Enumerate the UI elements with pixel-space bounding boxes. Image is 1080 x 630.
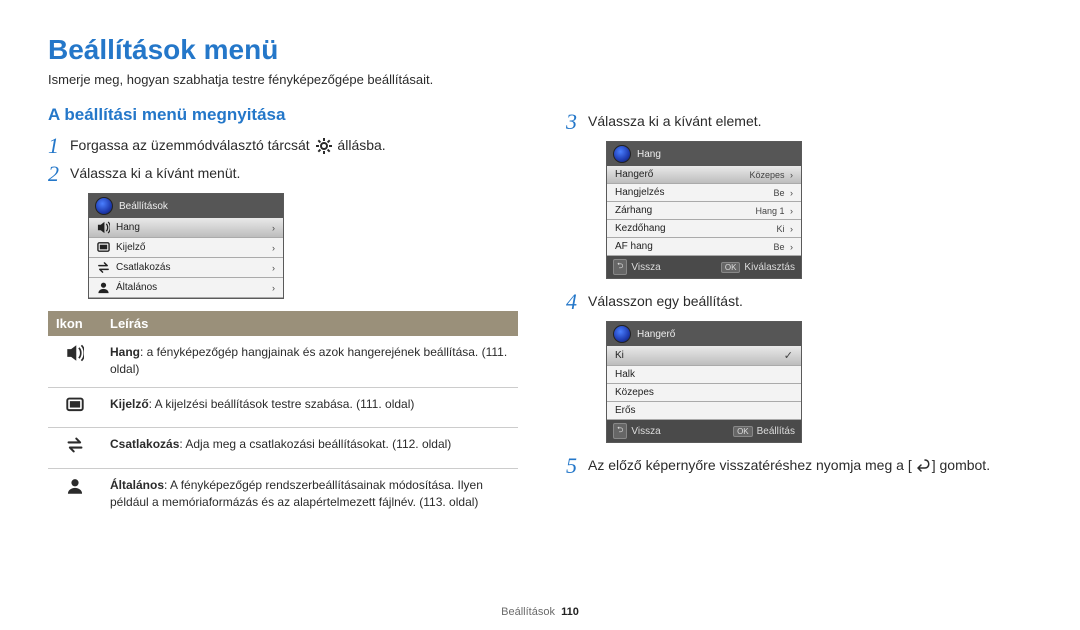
dial-icon <box>95 197 113 215</box>
back-label[interactable]: Vissza <box>631 262 660 273</box>
screen-title: Hang <box>637 149 661 160</box>
display-icon <box>97 241 110 254</box>
back-button-icon: ⮌ <box>613 423 627 439</box>
list-item-label: Általános <box>116 282 157 293</box>
list-item[interactable]: Hangjelzés Be <box>607 184 801 202</box>
list-item[interactable]: AF hang Be <box>607 238 801 256</box>
page-subtitle: Ismerje meg, hogyan szabhatja testre fén… <box>48 72 1032 87</box>
list-item-label: Kezdőhang <box>615 223 666 234</box>
list-item-label: Hangerő <box>615 169 653 180</box>
screen-title: Beállítások <box>119 201 168 212</box>
icon-description-table: Ikon Leírás Hang: a fényképezőgép hangja… <box>48 311 518 519</box>
list-item[interactable]: Zárhang Hang 1 <box>607 202 801 220</box>
list-item[interactable]: Csatlakozás <box>89 258 283 278</box>
chevron-right-icon <box>269 283 275 293</box>
dial-icon <box>613 325 631 343</box>
list-item-label: Hangjelzés <box>615 187 664 198</box>
back-icon <box>914 458 930 475</box>
person-icon <box>97 281 110 294</box>
list-item[interactable]: Hang <box>89 218 283 238</box>
table-cell-desc: Általános: A fényképezőgép rendszerbeáll… <box>102 468 518 519</box>
list-item-label: Kijelző <box>116 242 145 253</box>
list-item-value: Hang 1 <box>755 206 793 216</box>
ok-button-icon: OK <box>733 426 753 437</box>
list-item-label: Közepes <box>615 387 654 398</box>
list-item[interactable]: Hangerő Közepes <box>607 166 801 184</box>
list-item-label: Hang <box>116 222 140 233</box>
list-item-label: Zárhang <box>615 205 652 216</box>
list-item-label: Ki <box>615 350 624 361</box>
swap-icon <box>97 261 110 274</box>
list-item-value: Ki <box>776 224 793 234</box>
list-item[interactable]: Ki <box>607 346 801 366</box>
display-icon <box>48 387 102 427</box>
back-label[interactable]: Vissza <box>631 426 660 437</box>
table-cell-desc: Csatlakozás: Adja meg a csatlakozási beá… <box>102 428 518 468</box>
speaker-icon <box>97 221 110 234</box>
dial-icon <box>613 145 631 163</box>
list-item-value: Közepes <box>749 170 793 180</box>
list-item-label: Csatlakozás <box>116 262 170 273</box>
step-number-1: 1 <box>48 135 70 157</box>
table-row: Csatlakozás: Adja meg a csatlakozási beá… <box>48 428 518 468</box>
list-item[interactable]: Általános <box>89 278 283 298</box>
table-row: Kijelző: A kijelzési beállítások testre … <box>48 387 518 427</box>
table-cell-desc: Kijelző: A kijelzési beállítások testre … <box>102 387 518 427</box>
step-1-text: Forgassa az üzemmódválasztó tárcsát állá… <box>70 135 386 157</box>
gear-icon <box>316 138 332 154</box>
ok-label[interactable]: Kiválasztás <box>744 262 795 273</box>
list-item[interactable]: Erős <box>607 402 801 420</box>
settings-screen: Beállítások Hang Kijelző Csatlakozás Általá… <box>88 193 284 299</box>
swap-icon <box>48 428 102 468</box>
step-2-text: Válassza ki a kívánt menüt. <box>70 163 240 185</box>
chevron-right-icon <box>269 223 275 233</box>
screen-footer: ⮌ Vissza OKKiválasztás <box>607 256 801 278</box>
list-item[interactable]: Kijelző <box>89 238 283 258</box>
chevron-right-icon <box>269 263 275 273</box>
page-footer: Beállítások 110 <box>0 606 1080 618</box>
screen-footer: ⮌ Vissza OK Beállítás <box>607 420 801 442</box>
speaker-icon <box>48 336 102 387</box>
sound-screen: Hang Hangerő Közepes Hangjelzés Be Zárhang… <box>606 141 802 279</box>
section-title: A beállítási menü megnyitása <box>48 105 518 125</box>
step-5-text: Az előző képernyőre visszatéréshez nyomj… <box>588 455 990 477</box>
table-row: Általános: A fényképezőgép rendszerbeáll… <box>48 468 518 519</box>
step-number-2: 2 <box>48 163 70 185</box>
list-item-label: AF hang <box>615 241 653 252</box>
person-icon <box>48 468 102 519</box>
page-title: Beállítások menü <box>48 34 1032 66</box>
list-item[interactable]: Halk <box>607 366 801 384</box>
list-item-label: Erős <box>615 405 636 416</box>
step-4-text: Válasszon egy beállítást. <box>588 291 743 313</box>
table-cell-desc: Hang: a fényképezőgép hangjainak és azok… <box>102 336 518 387</box>
ok-label[interactable]: Beállítás <box>757 426 795 437</box>
step-number-3: 3 <box>566 111 588 133</box>
list-item-value: Be <box>773 242 793 252</box>
table-head-desc: Leírás <box>102 311 518 336</box>
step-number-4: 4 <box>566 291 588 313</box>
step-3-text: Válassza ki a kívánt elemet. <box>588 111 762 133</box>
volume-screen: Hangerő Ki Halk Közepes Erős ⮌ Vissza OK Beállí… <box>606 321 802 443</box>
chevron-right-icon <box>269 243 275 253</box>
step-number-5: 5 <box>566 455 588 477</box>
table-row: Hang: a fényképezőgép hangjainak és azok… <box>48 336 518 387</box>
list-item[interactable]: Kezdőhang Ki <box>607 220 801 238</box>
ok-button-icon: OK <box>721 262 741 273</box>
back-button-icon: ⮌ <box>613 259 627 275</box>
list-item-label: Halk <box>615 369 635 380</box>
check-icon <box>784 349 793 362</box>
screen-title: Hangerő <box>637 329 675 340</box>
list-item[interactable]: Közepes <box>607 384 801 402</box>
list-item-value: Be <box>773 188 793 198</box>
table-head-icon: Ikon <box>48 311 102 336</box>
